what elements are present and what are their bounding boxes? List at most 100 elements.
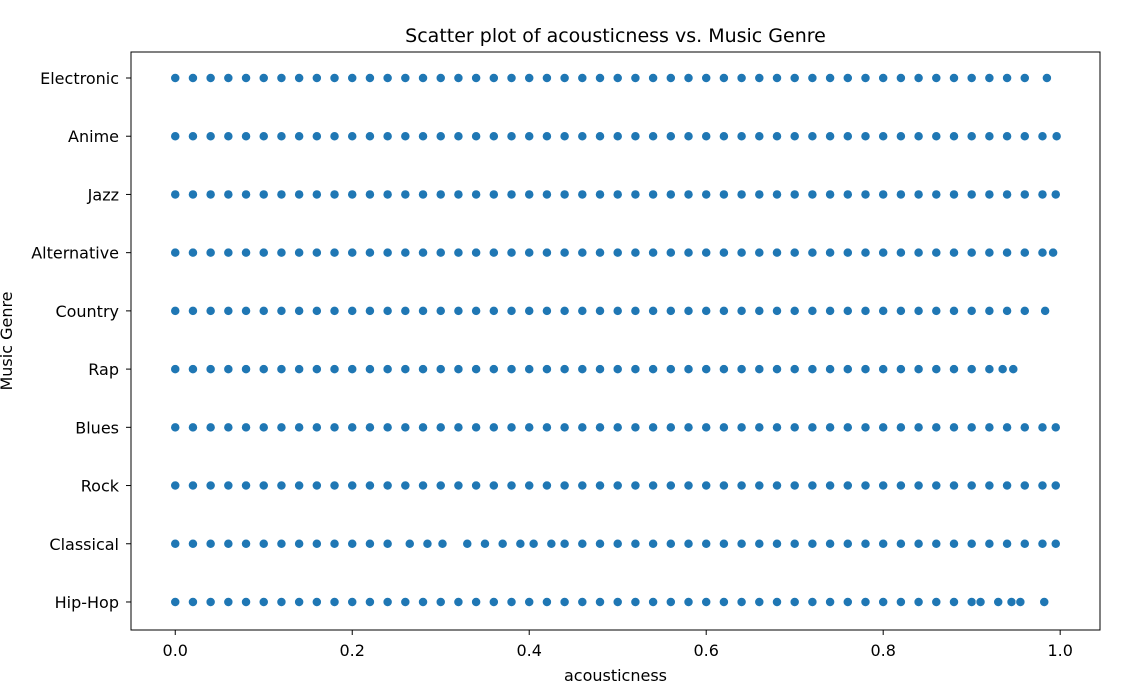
- scatter-point: [1051, 131, 1062, 142]
- scatter-point: [453, 480, 464, 491]
- scatter-point: [630, 131, 641, 142]
- scatter-point: [311, 597, 322, 607]
- y-tick-label: Hip-Hop: [55, 593, 119, 612]
- scatter-point: [612, 422, 623, 433]
- scatter-point: [860, 422, 871, 433]
- scatter-point: [860, 131, 871, 142]
- scatter-point: [1050, 189, 1061, 200]
- x-tick-label: 1.0: [1047, 641, 1072, 660]
- scatter-point: [860, 247, 871, 258]
- scatter-point: [258, 422, 269, 433]
- scatter-point: [789, 247, 800, 258]
- scatter-point: [860, 597, 871, 607]
- scatter-point: [471, 73, 482, 83]
- scatter-point: [577, 422, 588, 433]
- scatter-point: [754, 73, 765, 83]
- scatter-point: [789, 73, 800, 83]
- scatter-point: [1002, 247, 1013, 258]
- scatter-point: [1002, 538, 1013, 549]
- scatter-point: [1002, 189, 1013, 200]
- scatter-point: [878, 422, 889, 433]
- scatter-point: [825, 364, 836, 375]
- scatter-point: [931, 189, 942, 200]
- scatter-point: [683, 422, 694, 433]
- scatter-point: [258, 131, 269, 142]
- scatter-point: [559, 480, 570, 491]
- scatter-point: [718, 597, 729, 607]
- scatter-point: [311, 364, 322, 375]
- scatter-point: [931, 597, 942, 607]
- scatter-point: [205, 305, 216, 316]
- scatter-point: [842, 131, 853, 142]
- scatter-point: [718, 189, 729, 200]
- scatter-point: [294, 480, 305, 491]
- scatter-point: [665, 422, 676, 433]
- scatter-point: [559, 364, 570, 375]
- scatter-point: [205, 131, 216, 142]
- scatter-point: [364, 364, 375, 375]
- scatter-point: [665, 131, 676, 142]
- y-tick-label: Blues: [75, 418, 119, 437]
- scatter-point: [559, 597, 570, 607]
- scatter-point: [294, 538, 305, 549]
- scatter-point: [683, 247, 694, 258]
- scatter-point: [665, 189, 676, 200]
- scatter-point: [382, 189, 393, 200]
- scatter-point: [488, 73, 499, 83]
- scatter-point: [294, 189, 305, 200]
- scatter-point: [630, 422, 641, 433]
- scatter-point: [170, 364, 181, 375]
- scatter-point: [506, 305, 517, 316]
- scatter-point: [878, 364, 889, 375]
- scatter-point: [559, 422, 570, 433]
- scatter-point: [241, 597, 251, 607]
- scatter-point: [718, 480, 729, 491]
- scatter-point: [842, 364, 853, 375]
- scatter-point: [241, 131, 251, 142]
- y-tick-label: Alternative: [31, 244, 119, 263]
- scatter-point: [329, 73, 340, 83]
- scatter-point: [276, 538, 287, 549]
- scatter-point: [276, 247, 287, 258]
- scatter-point: [825, 189, 836, 200]
- x-axis-label: acousticness: [564, 666, 667, 685]
- scatter-point: [860, 189, 871, 200]
- scatter-point: [612, 538, 623, 549]
- scatter-point: [966, 480, 977, 491]
- y-tick-label: Electronic: [40, 69, 119, 88]
- y-axis: Electronic Anime Jazz Alternative Country Rap…: [31, 69, 131, 612]
- scatter-point: [772, 597, 782, 607]
- scatter-point: [1002, 131, 1013, 142]
- scatter-point: [648, 364, 659, 375]
- scatter-point: [435, 189, 446, 200]
- scatter-point: [630, 597, 641, 607]
- scatter-point: [276, 73, 287, 83]
- scatter-point: [347, 538, 358, 549]
- scatter-point: [382, 73, 393, 83]
- scatter-point: [683, 597, 694, 607]
- scatter-point: [435, 131, 446, 142]
- scatter-point: [648, 538, 659, 549]
- scatter-point: [241, 73, 251, 83]
- scatter-point: [435, 422, 446, 433]
- scatter-point: [559, 538, 570, 549]
- scatter-point: [772, 422, 782, 433]
- scatter-point: [612, 364, 623, 375]
- scatter-point: [825, 538, 836, 549]
- scatter-point: [701, 131, 712, 142]
- scatter-point: [400, 131, 411, 142]
- scatter-point: [382, 422, 393, 433]
- scatter-point: [665, 538, 676, 549]
- scatter-point: [1050, 480, 1061, 491]
- scatter-point: [471, 189, 482, 200]
- scatter-point: [1019, 538, 1030, 549]
- scatter-point: [577, 597, 588, 607]
- scatter-point: [665, 480, 676, 491]
- scatter-point: [418, 597, 428, 607]
- scatter-point: [701, 189, 712, 200]
- scatter-point: [223, 73, 234, 83]
- scatter-point: [842, 247, 853, 258]
- scatter-point: [400, 189, 411, 200]
- scatter-point: [276, 305, 287, 316]
